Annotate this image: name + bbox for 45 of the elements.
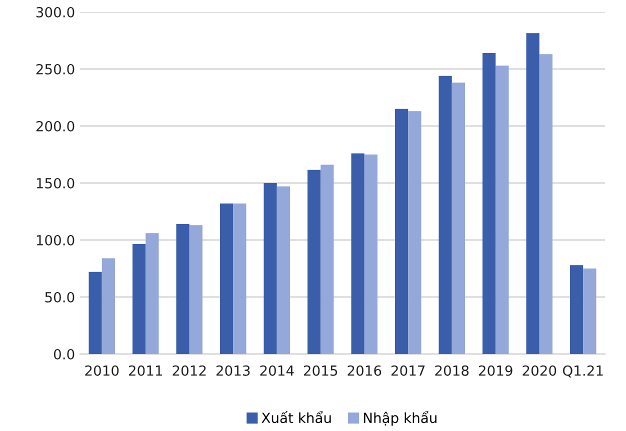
legend-label: Xuất khẩu xyxy=(262,410,331,424)
bar xyxy=(146,233,159,354)
legend-label: Nhập khẩu xyxy=(364,410,436,426)
bar xyxy=(351,153,364,354)
y-tick-label: 200.0 xyxy=(36,120,74,132)
x-tick-label: 2019 xyxy=(478,365,512,376)
y-tick-label: 50.0 xyxy=(45,292,74,302)
bar xyxy=(189,225,202,354)
bar xyxy=(308,170,321,354)
bar xyxy=(526,33,540,354)
bar xyxy=(176,224,190,354)
bar xyxy=(364,154,378,354)
x-tick-label: Q1.21 xyxy=(562,365,603,378)
bar xyxy=(276,186,290,354)
bar xyxy=(496,66,509,354)
x-tick-label: 2018 xyxy=(435,365,469,376)
bar xyxy=(452,82,465,354)
x-tick-label: 2011 xyxy=(128,365,162,376)
bar xyxy=(320,164,334,354)
y-tick-label: 250.0 xyxy=(36,64,74,74)
x-tick-label: 2017 xyxy=(391,365,425,376)
bar xyxy=(102,258,115,354)
bar xyxy=(264,183,277,354)
bar xyxy=(438,76,452,354)
bar xyxy=(408,111,422,354)
bar xyxy=(539,54,552,354)
bar xyxy=(583,268,596,354)
x-tick-label: 2020 xyxy=(522,365,556,376)
bar xyxy=(570,265,584,354)
bar xyxy=(132,244,146,354)
y-tick-label: 300.0 xyxy=(36,6,74,18)
x-tick-label: 2015 xyxy=(304,365,338,376)
y-tick-label: 0.0 xyxy=(54,348,74,360)
y-tick-label: 100.0 xyxy=(36,234,74,246)
bar xyxy=(88,272,102,354)
x-tick-label: 2012 xyxy=(172,365,206,376)
bar xyxy=(233,204,246,354)
bar xyxy=(395,108,408,354)
x-tick-label: 2016 xyxy=(348,365,382,376)
bar xyxy=(220,204,234,354)
bar xyxy=(482,53,496,354)
x-tick-label: 2010 xyxy=(85,365,119,376)
y-tick-label: 150.0 xyxy=(36,178,74,188)
x-tick-label: 2014 xyxy=(260,365,294,376)
x-tick-label: 2013 xyxy=(216,365,250,376)
